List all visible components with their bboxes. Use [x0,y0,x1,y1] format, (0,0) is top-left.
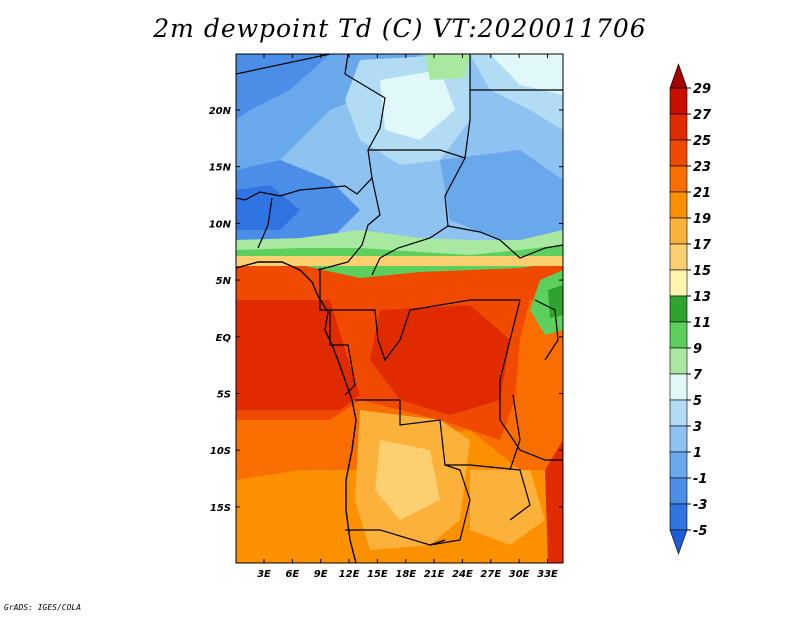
lon-tick-label: 24E [452,569,473,580]
lon-tick-label: 27E [480,569,501,580]
coastline [236,261,357,563]
lat-tick-label: 15N [209,163,232,174]
colorbar-label: 1 [693,446,702,461]
colorbar-label: 15 [693,264,711,279]
lon-tick-label: 12E [339,569,360,580]
map-field [236,54,563,563]
lat-tick-label: 10N [209,219,232,230]
map-frame [235,53,564,564]
colorbar-label: 25 [693,134,711,149]
lon-tick-label: 15E [367,569,388,580]
colorbar-label: 27 [693,108,712,123]
lat-tick-label: 20N [209,106,232,117]
colorbar-label: 29 [693,82,711,97]
lon-tick-label: 3E [257,569,271,580]
colorbar-segment [669,295,688,323]
colorbar-label: -1 [693,472,707,487]
colorbar-label: -5 [693,524,707,539]
colorbar-segment [669,243,688,271]
colorbar-bottom-arrow [669,529,688,555]
colorbar-label: 9 [693,342,702,357]
latitude-axis: 20N 15N 10N 5N EQ 5S 10S 15S [209,106,563,514]
colorbar-label: 11 [693,316,711,331]
colorbar-segment [669,191,688,219]
lat-tick-label: 10S [210,446,231,457]
colorbar-segment [669,425,688,453]
colorbar-top-arrow [669,63,688,89]
colorbar-label: 5 [693,394,702,409]
colorbar-segment [669,217,688,245]
lon-tick-label: 6E [285,569,299,580]
country-borders [236,54,563,546]
colorbar-segment [669,503,688,531]
colorbar-segment [669,269,688,297]
colorbar-label: -3 [693,498,707,513]
colorbar-label: 7 [693,368,703,383]
colorbar-label: 23 [693,160,711,175]
colorbar: 29 27 25 23 21 19 17 15 13 11 9 7 5 3 1 -1 -3 -5 [669,63,712,555]
colorbar-label: 17 [693,238,712,253]
colorbar-segment [669,373,688,401]
lat-tick-label: EQ [216,333,232,344]
colorbar-segment [669,399,688,427]
lat-tick-label: 15S [210,503,231,514]
lon-tick-label: 9E [314,569,328,580]
lon-tick-label: 18E [395,569,416,580]
lat-tick-label: 5N [216,276,232,287]
lon-tick-label: 30E [509,569,530,580]
colorbar-segment [669,477,688,505]
colorbar-segment [669,451,688,479]
colorbar-segment [669,321,688,349]
colorbar-label: 13 [693,290,711,305]
colorbar-segment [669,139,688,167]
colorbar-segment [669,87,688,115]
lat-tick-label: 5S [217,390,231,401]
colorbar-segment [669,165,688,193]
longitude-axis: 3E 6E 9E 12E 15E 18E 21E 24E 27E 30E 33E [257,54,558,580]
colorbar-segment [669,347,688,375]
map-title: 2m dewpoint Td (C) VT:2020011706 [153,14,647,43]
lon-tick-label: 33E [537,569,558,580]
colorbar-segment [669,113,688,141]
colorbar-label: 3 [693,420,702,435]
colorbar-label: 21 [693,186,711,201]
grads-credit: GrADS: IGES/COLA [4,603,82,612]
lon-tick-label: 21E [424,569,445,580]
colorbar-label: 19 [693,212,711,227]
